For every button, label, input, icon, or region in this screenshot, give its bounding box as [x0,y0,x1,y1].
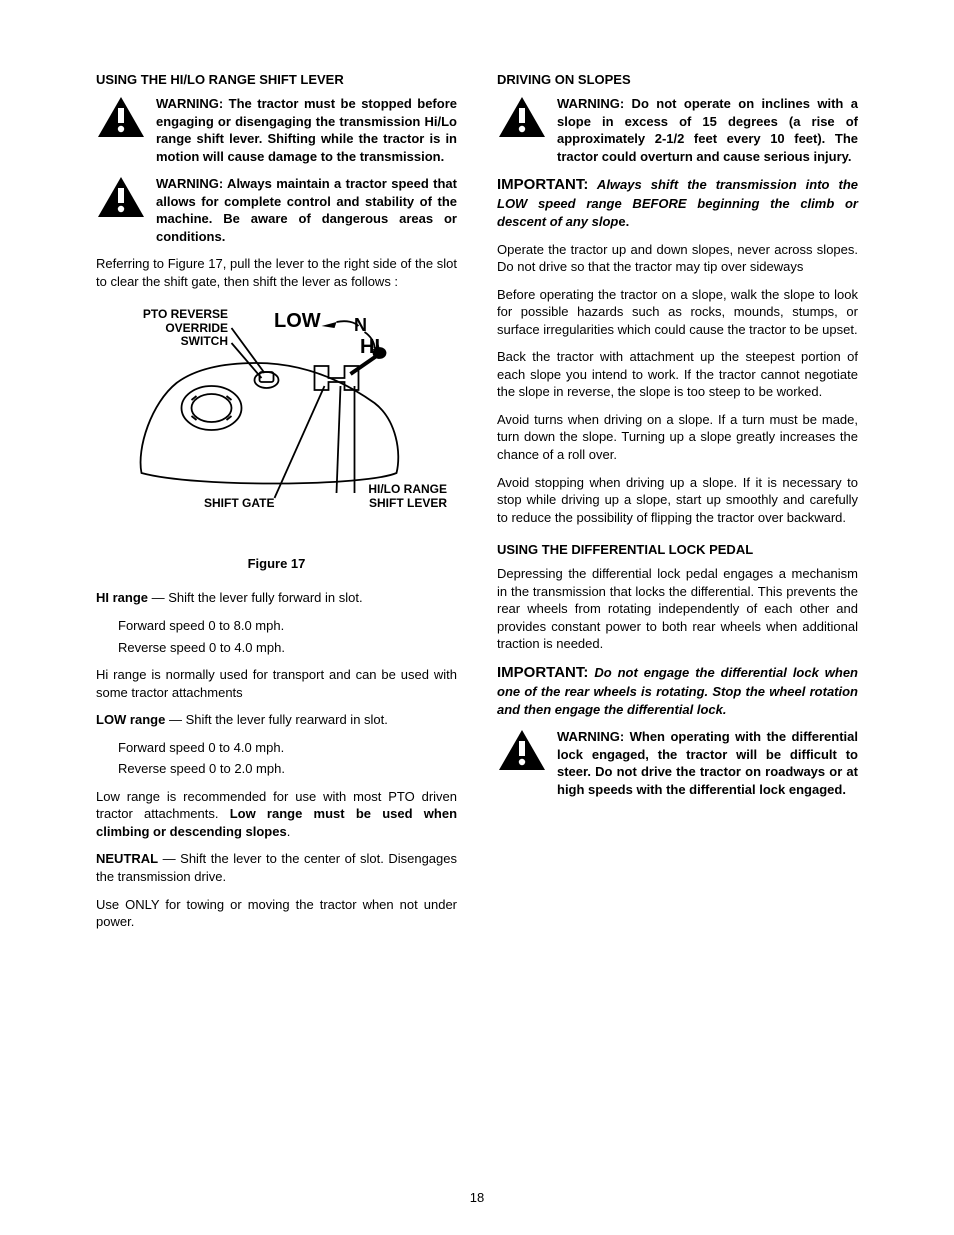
warning-text: WARNING: The tractor must be stopped bef… [156,95,457,165]
figure-drawing: PTO REVERSE OVERRIDE SWITCH LOW N HI HI/… [96,308,457,538]
neutral-line: NEUTRAL — Shift the lever to the center … [96,850,457,885]
pto-line1: PTO REVERSE [143,307,228,321]
body-paragraph: Operate the tractor up and down slopes, … [497,241,858,276]
page: USING THE HI/LO RANGE SHIFT LEVER WARNIN… [0,0,954,1235]
figure-label-low: LOW [274,310,321,332]
body-paragraph: Back the tractor with attachment up the … [497,348,858,401]
body-paragraph: Depressing the differential lock pedal e… [497,565,858,653]
warning-icon [497,95,547,142]
figure-caption: Figure 17 [96,556,457,571]
body-paragraph: Avoid turns when driving on a slope. If … [497,411,858,464]
low-forward-speed: Forward speed 0 to 4.0 mph. [118,739,457,757]
warning-icon [96,95,146,142]
left-column: USING THE HI/LO RANGE SHIFT LEVER WARNIN… [96,72,457,941]
figure-17: PTO REVERSE OVERRIDE SWITCH LOW N HI HI/… [96,308,457,571]
neutral-label: NEUTRAL [96,851,158,866]
warning-text: WARNING: Always maintain a tractor speed… [156,175,457,245]
figure-label-n: N [354,316,367,336]
important-lead: IMPORTANT: [497,664,588,681]
figure-label-pto: PTO REVERSE OVERRIDE SWITCH [118,308,228,348]
low-range-note: Low range is recommended for use with mo… [96,788,457,841]
right-column: DRIVING ON SLOPES WARNING: Do not operat… [497,72,858,941]
section-heading: USING THE HI/LO RANGE SHIFT LEVER [96,72,457,87]
hi-range-label: HI range [96,590,148,605]
hi-range-line: HI range — Shift the lever fully forward… [96,589,457,607]
low-range-label: LOW range [96,712,165,727]
warning-block: WARNING: Always maintain a tractor speed… [96,175,457,245]
range-line2: SHIFT LEVER [369,496,447,510]
pto-line3: SWITCH [181,334,228,348]
page-number: 18 [0,1190,954,1205]
important-body-b: e. [618,214,629,229]
section-heading: USING THE DIFFERENTIAL LOCK PEDAL [497,542,858,557]
figure-label-hi: HI [360,336,380,358]
important-lead: IMPORTANT: [497,176,588,193]
use-only-note: Use ONLY for towing or moving the tracto… [96,896,457,931]
body-paragraph: Before operating the tractor on a slope,… [497,286,858,339]
figure-label-gate: SHIFT GATE [204,497,274,510]
warning-block: WARNING: The tractor must be stopped bef… [96,95,457,165]
warning-icon [497,728,547,775]
low-range-line: LOW range — Shift the lever fully rearwa… [96,711,457,729]
hi-forward-speed: Forward speed 0 to 8.0 mph. [118,617,457,635]
low-note-c: . [287,824,291,839]
hi-reverse-speed: Reverse speed 0 to 4.0 mph. [118,639,457,657]
body-paragraph: Avoid stopping when driving up a slope. … [497,474,858,527]
figure-label-range: HI/LO RANGE SHIFT LEVER [368,483,447,509]
warning-text: WARNING: When operating with the differe… [557,728,858,798]
warning-block: WARNING: Do not operate on inclines with… [497,95,858,165]
low-range-desc: — Shift the lever fully rearward in slot… [165,712,388,727]
pto-line2: OVERRIDE [165,321,228,335]
hi-range-note: Hi range is normally used for transport … [96,666,457,701]
warning-block: WARNING: When operating with the differe… [497,728,858,798]
body-paragraph: Referring to Figure 17, pull the lever t… [96,255,457,290]
hi-range-desc: — Shift the lever fully forward in slot. [148,590,363,605]
section-heading: DRIVING ON SLOPES [497,72,858,87]
important-note: IMPORTANT: Do not engage the differentia… [497,663,858,718]
warning-icon [96,175,146,222]
important-note: IMPORTANT: Always shift the transmission… [497,175,858,230]
warning-text: WARNING: Do not operate on inclines with… [557,95,858,165]
range-line1: HI/LO RANGE [368,482,447,496]
two-column-layout: USING THE HI/LO RANGE SHIFT LEVER WARNIN… [96,72,858,941]
low-reverse-speed: Reverse speed 0 to 2.0 mph. [118,760,457,778]
